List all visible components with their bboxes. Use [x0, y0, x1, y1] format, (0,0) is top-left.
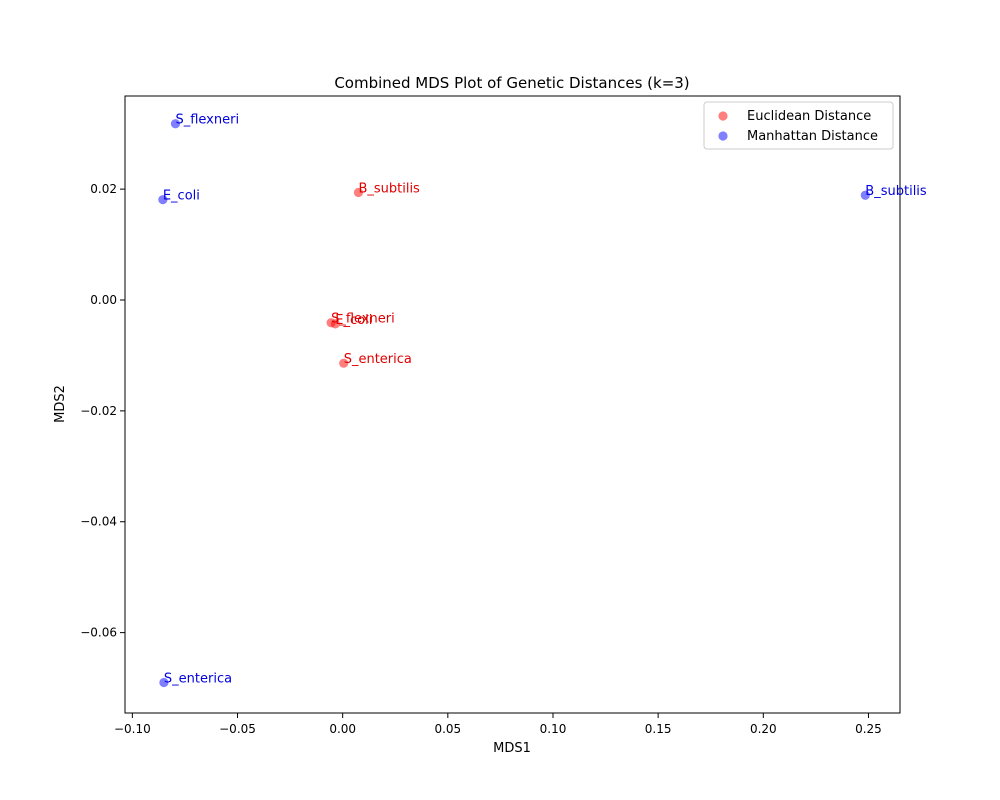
x-axis-label: MDS1: [493, 741, 531, 756]
y-tick-label: −0.06: [80, 626, 117, 640]
y-tick-label: 0.00: [90, 293, 117, 307]
manhattan-point-b-subtilis: [860, 190, 870, 200]
legend: Euclidean Distance Manhattan Distance: [703, 101, 894, 150]
manhattan-point-label: S_enterica: [164, 672, 232, 687]
euclidean-point-label: E_coli: [335, 313, 372, 328]
manhattan-point-label: S_flexneri: [175, 113, 239, 128]
data-point-labels: B_subtilisS_flexneriE_coliS_entericaS_fl…: [163, 113, 927, 687]
y-tick-label: 0.02: [90, 182, 117, 196]
manhattan-point-e-coli: [158, 195, 168, 205]
y-tick-label: −0.04: [80, 515, 117, 529]
plot-frame: [124, 95, 901, 714]
y-tick-label: −0.02: [80, 404, 117, 418]
x-axis-ticks: −0.10 −0.05 0.00 0.05 0.10 0.15 0.20 0.25: [114, 713, 882, 736]
euclidean-point-s-enterica: [339, 358, 349, 368]
chart-title: Combined MDS Plot of Genetic Distances (…: [334, 74, 689, 92]
x-tick-label: 0.15: [645, 722, 672, 736]
data-points: [158, 119, 870, 688]
legend-label-euclidean: Euclidean Distance: [747, 109, 871, 124]
y-axis-label: MDS2: [53, 385, 68, 423]
euclidean-point-e-coli: [330, 319, 340, 329]
x-tick-label: 0.25: [855, 722, 882, 736]
x-tick-label: 0.20: [750, 722, 777, 736]
manhattan-point-label: B_subtilis: [865, 184, 927, 199]
euclidean-point-b-subtilis: [353, 187, 364, 198]
x-tick-label: −0.10: [114, 722, 151, 736]
euclidean-point-label: S_enterica: [344, 352, 412, 367]
x-tick-label: −0.05: [219, 722, 256, 736]
manhattan-point-s-flexneri: [170, 119, 181, 129]
manhattan-point-s-enterica: [159, 677, 169, 688]
legend-marker-euclidean: [718, 111, 728, 121]
x-tick-label: 0.10: [540, 722, 567, 736]
x-tick-label: 0.00: [329, 722, 356, 736]
plot-area: −0.10 −0.05 0.00 0.05 0.10 0.15 0.20 0.25 −0.06…: [80, 95, 927, 736]
euclidean-point-label: B_subtilis: [358, 181, 420, 196]
y-axis-ticks: −0.06 −0.04 −0.02 0.00 0.02: [80, 182, 125, 640]
x-tick-label: 0.05: [434, 722, 461, 736]
legend-box: [703, 101, 894, 150]
euclidean-point-label: S_flexneri: [331, 312, 395, 327]
manhattan-point-label: E_coli: [163, 189, 200, 204]
legend-label-manhattan: Manhattan Distance: [747, 129, 878, 144]
legend-marker-manhattan: [718, 131, 728, 141]
